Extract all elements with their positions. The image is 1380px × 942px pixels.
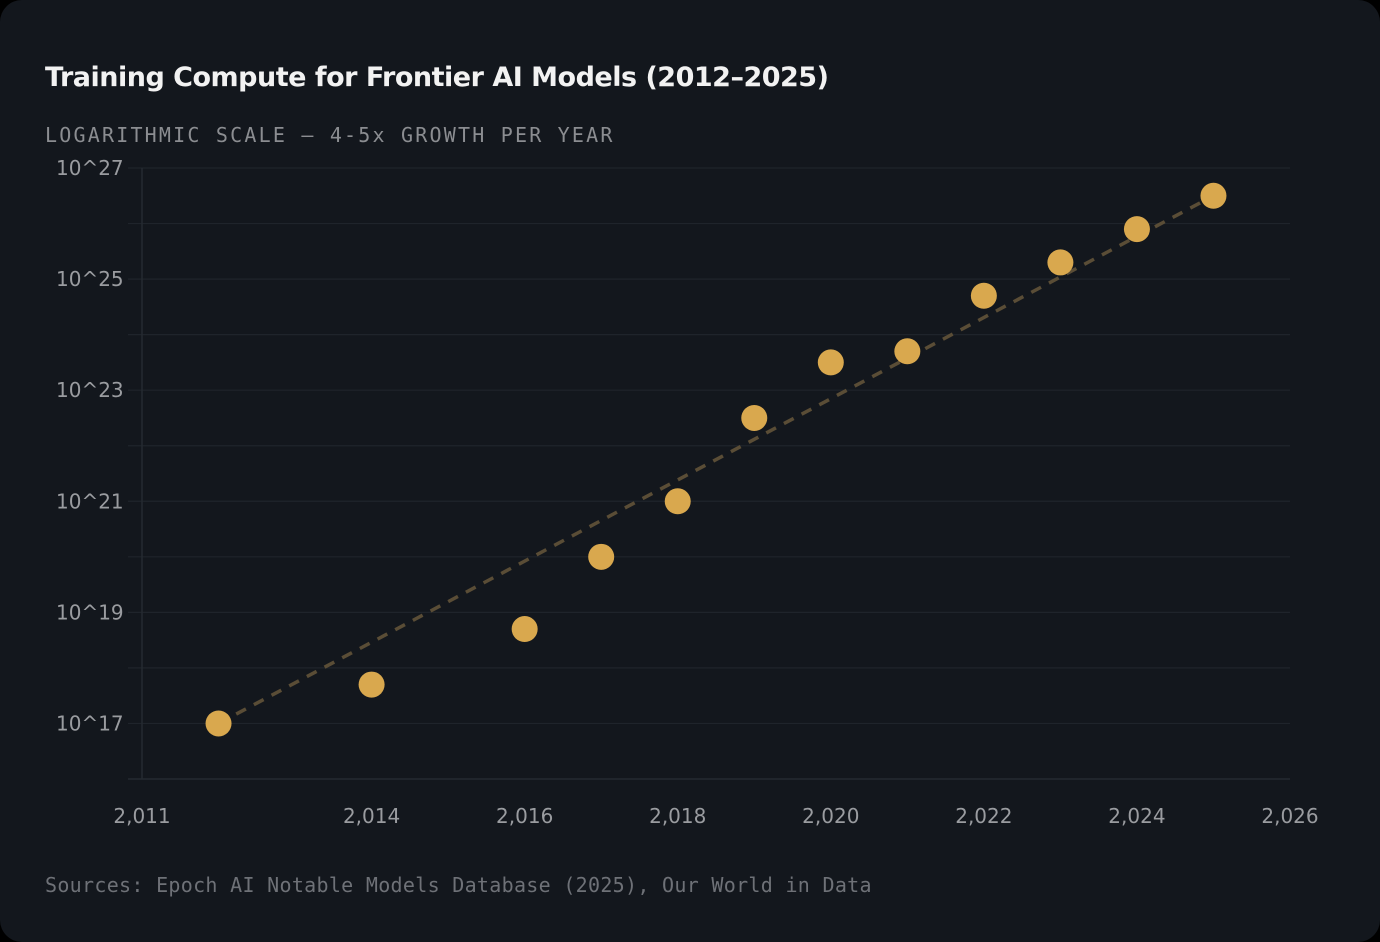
data-point-2021 [894, 338, 921, 365]
chart-source: Sources: Epoch AI Notable Models Databas… [45, 873, 872, 897]
data-points [205, 182, 1227, 737]
x-tick-label: 2,018 [649, 804, 706, 828]
x-tick-labels: 2,011 2,014 2,016 2,018 2,020 2,022 2,024 2,026 [113, 804, 1318, 828]
axes [128, 168, 1290, 780]
chart-subtitle: LOGARITHMIC SCALE — 4-5x GROWTH PER YEAR [45, 123, 615, 147]
data-point-2014 [358, 671, 385, 698]
data-point-2023 [1047, 249, 1074, 276]
x-tick-label: 2,011 [113, 804, 170, 828]
trend-line [217, 194, 1215, 726]
x-tick-label: 2,024 [1108, 804, 1165, 828]
y-tick-label: 10^27 [56, 156, 124, 180]
y-tick-label: 10^23 [56, 378, 124, 402]
y-tick-label: 10^17 [56, 711, 124, 735]
x-tick-label: 2,016 [496, 804, 553, 828]
data-point-2022 [970, 282, 997, 309]
x-tick-label: 2,026 [1261, 804, 1318, 828]
grid-lines [128, 167, 1290, 725]
chart-title: Training Compute for Frontier AI Models … [45, 62, 829, 93]
x-tick-label: 2,014 [343, 804, 400, 828]
data-point-2017 [588, 543, 615, 570]
y-tick-labels: 10^17 10^19 10^21 10^23 10^25 10^27 [56, 156, 124, 735]
y-tick-label: 10^19 [56, 600, 124, 624]
data-point-2016 [511, 616, 538, 643]
data-point-2025 [1200, 182, 1227, 209]
data-point-2019 [741, 404, 768, 431]
x-tick-label: 2,022 [955, 804, 1012, 828]
data-point-2018 [664, 488, 691, 515]
data-point-2012 [205, 710, 232, 737]
data-point-2024 [1123, 216, 1150, 243]
y-tick-label: 10^25 [56, 267, 124, 291]
data-point-2020 [817, 349, 844, 376]
x-tick-label: 2,020 [802, 804, 859, 828]
trend-line-group [217, 194, 1215, 726]
y-tick-label: 10^21 [56, 489, 124, 513]
